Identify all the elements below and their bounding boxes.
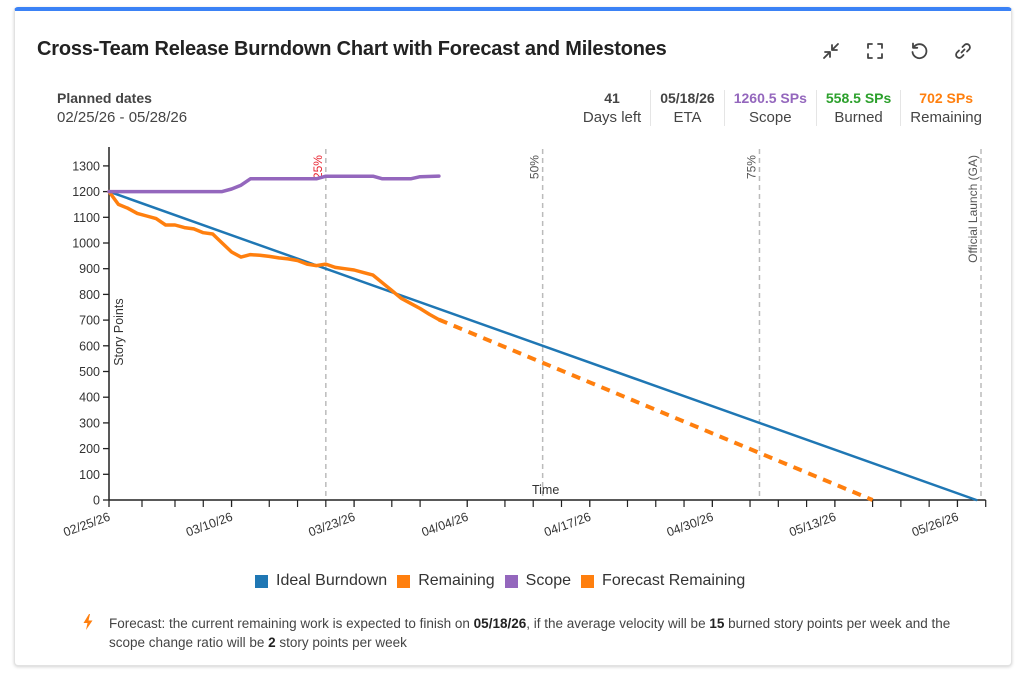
x-tick-label: 04/17/26 (542, 510, 593, 540)
forecast-note: Forecast: the current remaining work is … (83, 614, 965, 652)
chart-legend: Ideal Burndown Remaining Scope Forecast … (255, 572, 745, 590)
stat-label: Burned (834, 109, 883, 126)
note-suffix: story points per week (275, 635, 407, 650)
planned-dates-value: 02/25/26 - 05/28/26 (57, 109, 188, 126)
series-scope (107, 174, 441, 194)
legend-label: Ideal Burndown (276, 572, 388, 589)
legend-item-forecast[interactable]: Forecast Remaining (581, 572, 745, 590)
legend-item-ideal[interactable]: Ideal Burndown (255, 572, 387, 590)
link-icon (955, 43, 971, 59)
stats-bar: 41 Days left 05/18/26 ETA 1260.5 SPs Sco… (574, 90, 991, 126)
planned-dates: Planned dates 02/25/26 - 05/28/26 (57, 90, 187, 126)
y-tick-label: 300 (79, 416, 100, 430)
note-middle2: burned story points per week and the sco… (109, 616, 951, 650)
y-tick-label: 200 (79, 442, 100, 456)
stat-value: 05/18/26 (660, 90, 715, 106)
milestone-label: Official Launch (GA) (966, 155, 980, 263)
legend-swatch (581, 574, 595, 588)
lightning-icon (83, 614, 93, 630)
milestone-label: 50% (528, 155, 542, 179)
legend-label: Forecast Remaining (602, 572, 746, 589)
stat-eta: 05/18/26 ETA (650, 90, 724, 126)
stat-value: 1260.5 SPs (733, 90, 807, 106)
y-tick-label: 900 (79, 262, 100, 276)
x-tick-label: 05/26/26 (910, 510, 961, 540)
y-tick-label: 700 (79, 314, 100, 328)
legend-item-remaining[interactable]: Remaining (397, 572, 495, 590)
y-tick-label: 400 (79, 391, 100, 405)
fullscreen-icon (867, 43, 883, 59)
collapse-icon (823, 43, 839, 59)
chart-title: Cross-Team Release Burndown Chart with F… (37, 38, 667, 60)
y-tick-label: 800 (79, 288, 100, 302)
y-tick-label: 1000 (72, 237, 100, 251)
series-ideal-burndown (107, 190, 978, 502)
y-tick-label: 0 (93, 494, 100, 508)
y-tick-label: 1200 (72, 185, 100, 199)
x-tick-label: 05/13/26 (787, 510, 838, 540)
x-axis-label: Time (532, 483, 559, 497)
series-remaining (107, 189, 441, 322)
stat-label: Scope (749, 109, 792, 126)
x-tick-label: 03/10/26 (184, 510, 235, 540)
legend-item-scope[interactable]: Scope (504, 572, 572, 590)
reset-button[interactable] (905, 39, 933, 63)
stat-scope: 1260.5 SPs Scope (723, 90, 816, 126)
note-velocity: 15 (709, 616, 725, 631)
burndown-card: Cross-Team Release Burndown Chart with F… (14, 7, 1012, 666)
milestone-label: 75% (744, 155, 758, 179)
forecast-note-text: Forecast: the current remaining work is … (85, 614, 965, 652)
y-tick-label: 100 (79, 468, 100, 482)
x-tick-label: 04/30/26 (665, 510, 716, 540)
stat-label: Days left (582, 109, 642, 126)
stat-days-left: 41 Days left (574, 90, 650, 126)
y-axis-label: Story Points (112, 298, 126, 365)
legend-label: Remaining (418, 572, 495, 589)
x-tick-label: 04/04/26 (420, 510, 471, 540)
fullscreen-button[interactable] (861, 39, 889, 63)
legend-swatch (397, 574, 411, 588)
note-eta: 05/18/26 (473, 616, 527, 631)
milestone-label: 25% (311, 155, 325, 179)
legend-swatch (255, 574, 268, 588)
chart-toolbar (817, 39, 977, 63)
x-tick-label: 02/25/26 (62, 510, 113, 540)
stat-value: 41 (604, 90, 620, 106)
note-middle: , if the average velocity will be (526, 616, 710, 631)
link-button[interactable] (949, 39, 977, 63)
collapse-button[interactable] (817, 39, 845, 63)
legend-label: Scope (525, 572, 572, 589)
x-tick-label: 03/23/26 (307, 510, 358, 540)
stat-value: 558.5 SPs (825, 90, 892, 106)
stat-label: ETA (673, 109, 702, 126)
refresh-icon (911, 42, 928, 60)
stat-burned: 558.5 SPs Burned (815, 90, 900, 126)
y-tick-label: 600 (79, 339, 100, 353)
y-tick-label: 1100 (73, 211, 100, 225)
legend-swatch (504, 574, 518, 588)
burndown-chart: 25% 50% 75% Official Launch (GA) 0 100 200 300 4… (62, 147, 987, 540)
stat-remaining: 702 SPs Remaining (900, 90, 991, 126)
y-tick-label: 1300 (72, 159, 100, 173)
planned-dates-label: Planned dates (57, 90, 152, 106)
stat-label: Remaining (910, 109, 982, 126)
series-forecast-remaining (438, 317, 874, 502)
y-tick-label: 500 (79, 365, 100, 379)
note-scope-ratio: 2 (268, 635, 276, 650)
note-prefix: Forecast: the current remaining work is … (109, 616, 474, 631)
stat-value: 702 SPs (919, 90, 973, 106)
